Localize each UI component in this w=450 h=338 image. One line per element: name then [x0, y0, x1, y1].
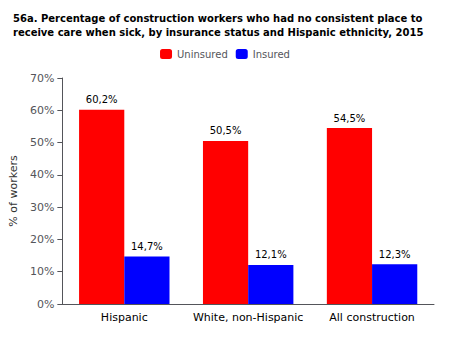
svg-text:14,7%: 14,7% — [131, 241, 163, 252]
svg-text:56a. Percentage of constructio: 56a. Percentage of construction workers … — [13, 13, 423, 24]
svg-text:Uninsured: Uninsured — [177, 49, 228, 60]
svg-text:50,5%: 50,5% — [210, 125, 242, 136]
svg-text:20%: 20% — [30, 233, 54, 246]
svg-text:12,1%: 12,1% — [255, 249, 287, 260]
svg-text:receive care when sick, by ins: receive care when sick, by insurance sta… — [13, 27, 423, 38]
svg-text:70%: 70% — [30, 72, 54, 85]
svg-text:40%: 40% — [30, 168, 54, 181]
svg-text:% of workers: % of workers — [7, 155, 20, 227]
svg-text:10%: 10% — [30, 265, 54, 278]
svg-text:60,2%: 60,2% — [86, 94, 118, 105]
svg-text:12,3%: 12,3% — [379, 249, 411, 260]
svg-text:Hispanic: Hispanic — [101, 311, 148, 324]
svg-text:30%: 30% — [30, 201, 54, 214]
svg-text:0%: 0% — [37, 298, 54, 311]
svg-text:All construction: All construction — [329, 311, 415, 324]
svg-text:60%: 60% — [30, 104, 54, 117]
svg-text:54,5%: 54,5% — [334, 113, 366, 124]
svg-text:Insured: Insured — [253, 49, 290, 60]
svg-text:White, non-Hispanic: White, non-Hispanic — [193, 311, 303, 324]
svg-text:50%: 50% — [30, 136, 54, 149]
